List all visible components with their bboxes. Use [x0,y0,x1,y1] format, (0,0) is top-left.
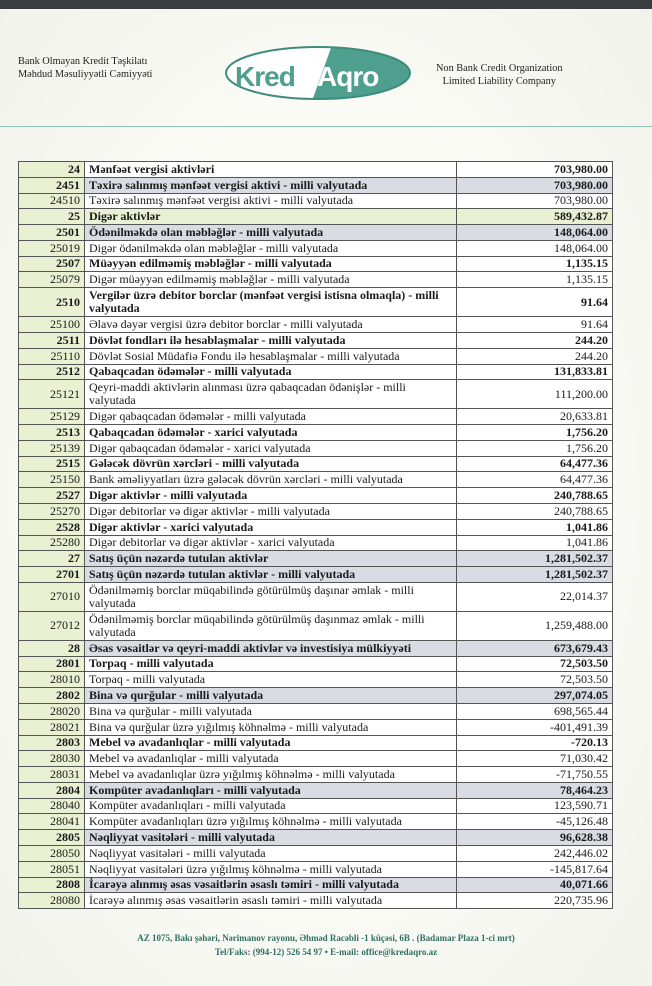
svg-text:Aqro: Aqro [317,61,379,92]
svg-text:Kred: Kred [235,61,295,92]
